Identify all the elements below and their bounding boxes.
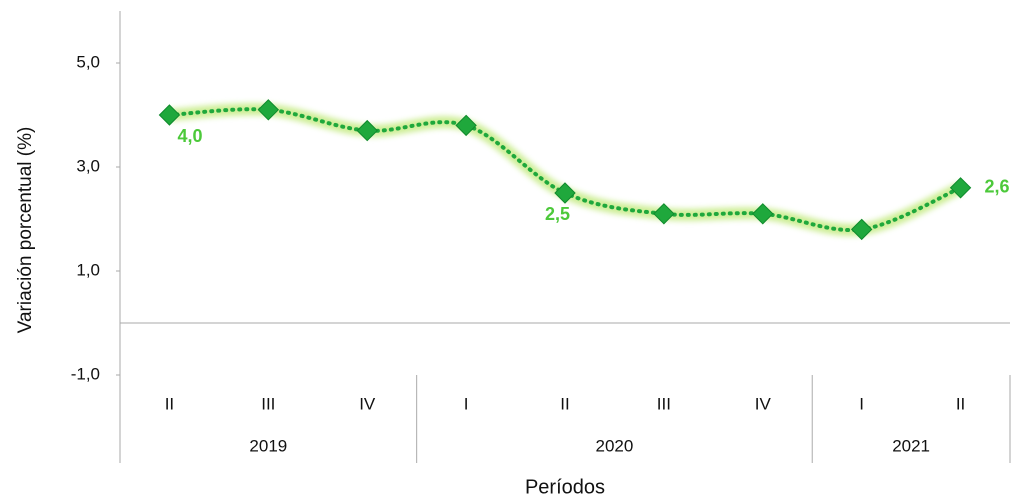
x-tick-label: II xyxy=(165,394,174,413)
x-tick-label: IV xyxy=(359,394,376,413)
marker xyxy=(850,218,873,241)
year-label: 2020 xyxy=(596,436,634,455)
x-tick-label: III xyxy=(657,394,671,413)
x-tick-label: I xyxy=(859,394,864,413)
y-axis-title: Variación porcentual (%) xyxy=(15,127,36,334)
x-tick-label: III xyxy=(261,394,275,413)
data-label: 2,6 xyxy=(985,177,1010,197)
marker xyxy=(653,203,675,225)
y-tick-label: 3,0 xyxy=(76,156,100,175)
year-label: 2019 xyxy=(249,436,287,455)
marker xyxy=(356,119,378,142)
marker xyxy=(257,99,280,121)
y-tick-label: -1,0 xyxy=(71,364,100,383)
marker xyxy=(949,177,972,199)
x-axis-title: Períodos xyxy=(525,476,605,498)
x-tick-label: IV xyxy=(755,394,772,413)
data-label: 2,5 xyxy=(545,204,570,224)
y-tick-label: 1,0 xyxy=(76,260,100,279)
marker xyxy=(158,104,181,126)
data-label: 4,0 xyxy=(177,126,202,146)
y-tick-label: 5,0 xyxy=(76,52,100,71)
x-tick-label: II xyxy=(560,394,569,413)
year-label: 2021 xyxy=(892,436,930,455)
marker xyxy=(455,114,477,137)
marker xyxy=(752,203,774,225)
x-tick-label: II xyxy=(956,394,965,413)
marker xyxy=(554,182,576,204)
x-tick-label: I xyxy=(464,394,469,413)
